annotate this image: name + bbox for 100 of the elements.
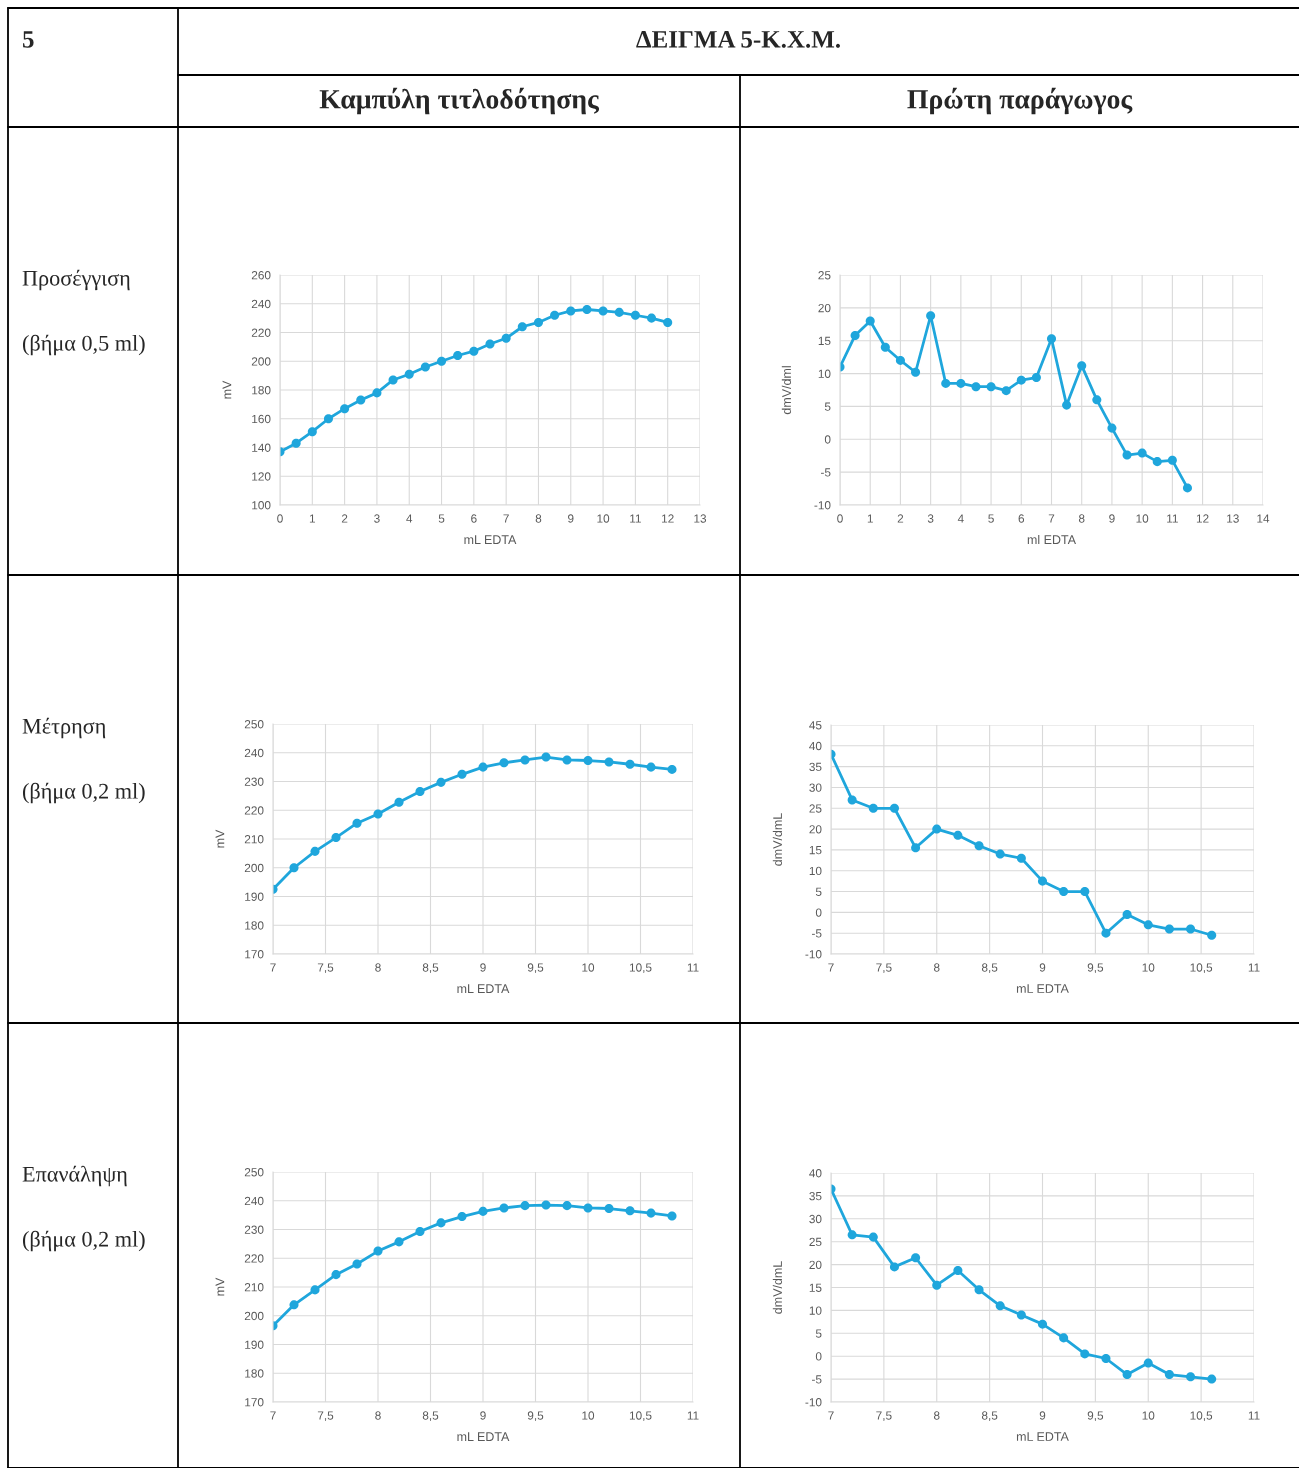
y-axis-title: mV [215,829,225,848]
x-tick-label: 7 [503,514,509,523]
x-tick-label: 7 [828,1411,834,1420]
y-tick-label: 15 [809,1283,822,1292]
point [388,375,398,385]
point [478,762,488,772]
y-tick-label: -5 [812,1375,822,1384]
point [926,311,936,321]
point [289,863,299,873]
point [1062,400,1072,410]
y-tick-label: -5 [821,468,831,477]
x-tick-label: 0 [837,514,843,523]
y-tick-label: 10 [818,369,831,378]
point [667,764,677,774]
point [604,1204,614,1214]
x-tick-label: 9 [1109,514,1115,523]
x-axis-title: ml EDTA [1027,534,1077,544]
x-tick-label: 8 [1078,514,1085,523]
x-tick-label: 0 [277,514,283,523]
x-tick-label: 7 [270,963,276,972]
point [404,369,414,379]
x-tick-label: 4 [957,514,964,523]
point [291,438,301,448]
point [911,843,921,853]
x-tick-label: 10 [582,963,595,972]
point [352,1259,362,1269]
x-tick-label: 9 [1039,1411,1046,1420]
point [647,313,657,323]
point [1137,448,1147,458]
x-tick-label: 10,5 [629,1411,652,1422]
x-tick-label: 6 [1018,514,1025,523]
point [889,803,899,813]
x-tick-label: 13 [1227,514,1239,523]
x-tick-label: 5 [988,514,994,523]
x-tick-label: 1 [867,514,873,523]
point [880,342,890,352]
point [436,777,446,787]
x-tick-label: 7,5 [317,1411,334,1422]
y-tick-label: 210 [244,835,264,844]
y-tick-label: -5 [812,929,822,938]
x-axis-title: mL EDTA [457,984,510,993]
y-tick-label: 190 [245,1340,264,1349]
x-tick-label: 6 [471,514,477,523]
y-tick-label: 220 [244,1254,264,1263]
point [1207,930,1217,940]
x-axis-title: mL EDTA [1016,1432,1069,1441]
point [1080,1349,1090,1359]
point [932,824,942,834]
y-tick-label: 15 [809,846,822,855]
y-tick-label: 100 [252,501,271,510]
point [485,339,495,349]
y-tick-label: -10 [805,1398,822,1407]
point [394,1237,404,1247]
point [1016,1310,1026,1320]
x-tick-label: 10 [597,514,610,523]
point [352,818,362,828]
x-tick-label: 8,5 [422,1411,439,1422]
text: ΔΕΙΓΜΑ 5-Κ.Χ.Μ. [636,31,840,48]
y-tick-label: 240 [251,299,271,309]
point [895,355,905,365]
y-tick-label: 200 [251,357,271,366]
y-tick-label: 180 [252,386,271,395]
x-tick-label: 10 [1136,514,1149,523]
y-axis-title: mV [215,1277,225,1296]
point [499,1203,509,1213]
point [550,310,560,320]
point [956,378,966,388]
x-tick-label: 11 [630,514,641,523]
point [310,846,320,856]
x-tick-label: 11 [1248,1411,1260,1420]
point [1122,450,1132,460]
y-tick-label: 170 [245,950,264,959]
x-tick-label: 9 [1039,963,1046,972]
point [1164,1370,1174,1380]
point [323,414,333,424]
x-tick-label: 9,5 [1087,963,1104,974]
point [995,1301,1005,1311]
text: (βήμα 0,2 ml) [22,782,145,804]
point [1167,455,1177,465]
point [953,1266,963,1276]
point [614,307,624,317]
text: Επανάληψη [22,1165,127,1187]
point [1031,373,1041,383]
point [394,797,404,807]
y-tick-label: 25 [809,1237,822,1247]
y-tick-label: -10 [814,501,831,510]
point [520,755,530,765]
x-tick-label: 8 [933,1411,940,1420]
point [356,395,366,405]
x-tick-label: 10 [1142,963,1155,972]
point [373,1246,383,1256]
x-tick-label: 12 [1196,514,1209,523]
point [1164,924,1174,934]
point [598,306,608,316]
point [457,769,467,779]
point [1001,386,1011,396]
point [340,404,350,414]
point [1186,924,1196,934]
x-tick-label: 4 [406,514,413,523]
y-tick-label: 5 [815,1329,822,1338]
